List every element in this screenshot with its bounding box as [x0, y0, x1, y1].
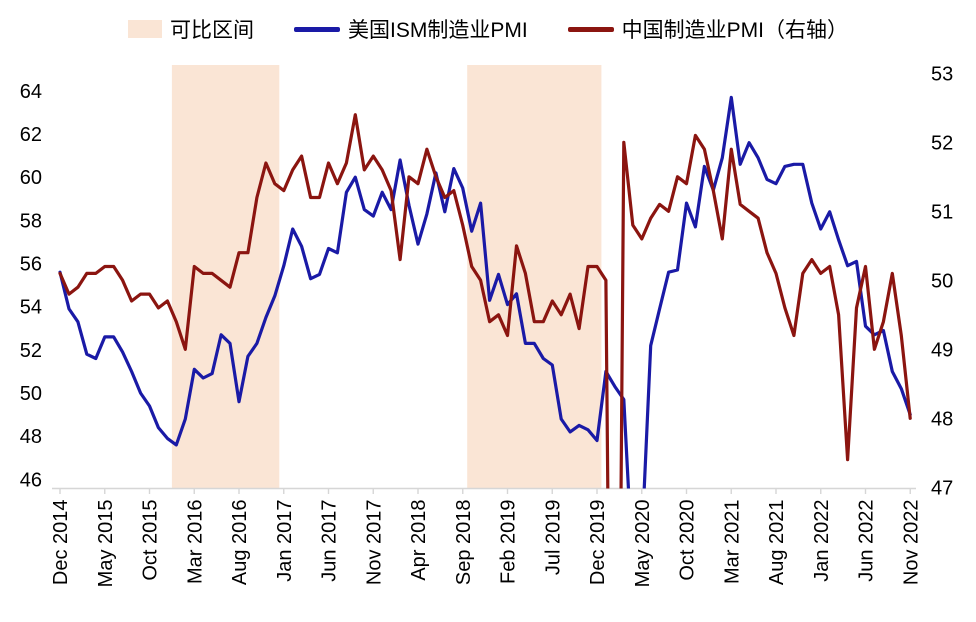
right-axis-tick-label: 47 [931, 477, 953, 499]
x-tick-label: Oct 2015 [140, 500, 162, 581]
left-axis-tick-label: 52 [20, 340, 42, 362]
right-axis-tick-label: 50 [931, 270, 953, 292]
x-tick-label: Mar 2016 [184, 500, 206, 585]
x-tick-label: Jan 2022 [811, 500, 833, 582]
band-swatch [127, 20, 162, 38]
x-tick-label: Apr 2018 [408, 500, 430, 581]
x-tick-label: Nov 2017 [363, 500, 385, 586]
left-axis-tick-label: 48 [20, 426, 42, 448]
left-axis-tick-label: 54 [20, 297, 42, 319]
x-tick-label: Aug 2016 [229, 500, 251, 586]
legend-item-comparable-band: 可比区间 [127, 14, 254, 44]
x-tick-label: Jan 2017 [274, 500, 296, 582]
x-tick-label: Dec 2014 [50, 500, 72, 586]
x-tick-label: Mar 2021 [721, 500, 743, 585]
legend-label-us-pmi: 美国ISM制造业PMI [347, 19, 528, 42]
us-ism-pmi-line [58, 95, 912, 489]
x-tick-label: Dec 2019 [587, 500, 609, 586]
left-axis-tick-label: 64 [20, 81, 42, 103]
x-tick-label: May 2015 [95, 500, 117, 588]
x-tick-label: Jul 2019 [542, 500, 564, 576]
left-axis-tick-label: 46 [20, 469, 42, 491]
legend-item-china-pmi: 中国制造业PMI（右轴） [567, 14, 848, 44]
x-tick-label: Oct 2020 [677, 500, 699, 581]
x-tick-label: Jun 2022 [856, 500, 878, 582]
x-tick-label: Sep 2018 [453, 500, 475, 586]
x-tick-label: May 2020 [632, 500, 654, 588]
left-axis-tick-label: 50 [20, 383, 42, 405]
x-tick-label: Jun 2017 [319, 500, 341, 582]
x-tick-label: Nov 2022 [900, 500, 922, 586]
china-pmi-line [58, 113, 912, 489]
china-line-swatch [567, 26, 614, 32]
legend-item-us-pmi: 美国ISM制造业PMI [293, 14, 528, 44]
legend-label-band: 可比区间 [169, 19, 254, 42]
x-tick-label: Aug 2021 [766, 500, 788, 586]
left-axis-tick-label: 58 [20, 210, 42, 232]
right-axis-tick-label: 52 [931, 132, 953, 154]
comparable-band-1 [171, 65, 280, 489]
left-axis-tick-label: 60 [20, 167, 42, 189]
right-axis-tick-label: 51 [931, 201, 953, 223]
legend-label-china-pmi: 中国制造业PMI（右轴） [621, 19, 848, 42]
left-axis-tick-label: 56 [20, 254, 42, 276]
x-tick-label: Feb 2019 [498, 500, 520, 585]
legend: 可比区间 美国ISM制造业PMI 中国制造业PMI（右轴） [0, 14, 976, 44]
right-axis-tick-label: 53 [931, 63, 953, 85]
us-line-swatch [293, 26, 340, 32]
comparable-band-2 [467, 65, 602, 489]
left-axis-tick-label: 62 [20, 124, 42, 146]
right-axis-tick-label: 48 [931, 408, 953, 430]
right-axis-tick-label: 49 [931, 339, 953, 361]
